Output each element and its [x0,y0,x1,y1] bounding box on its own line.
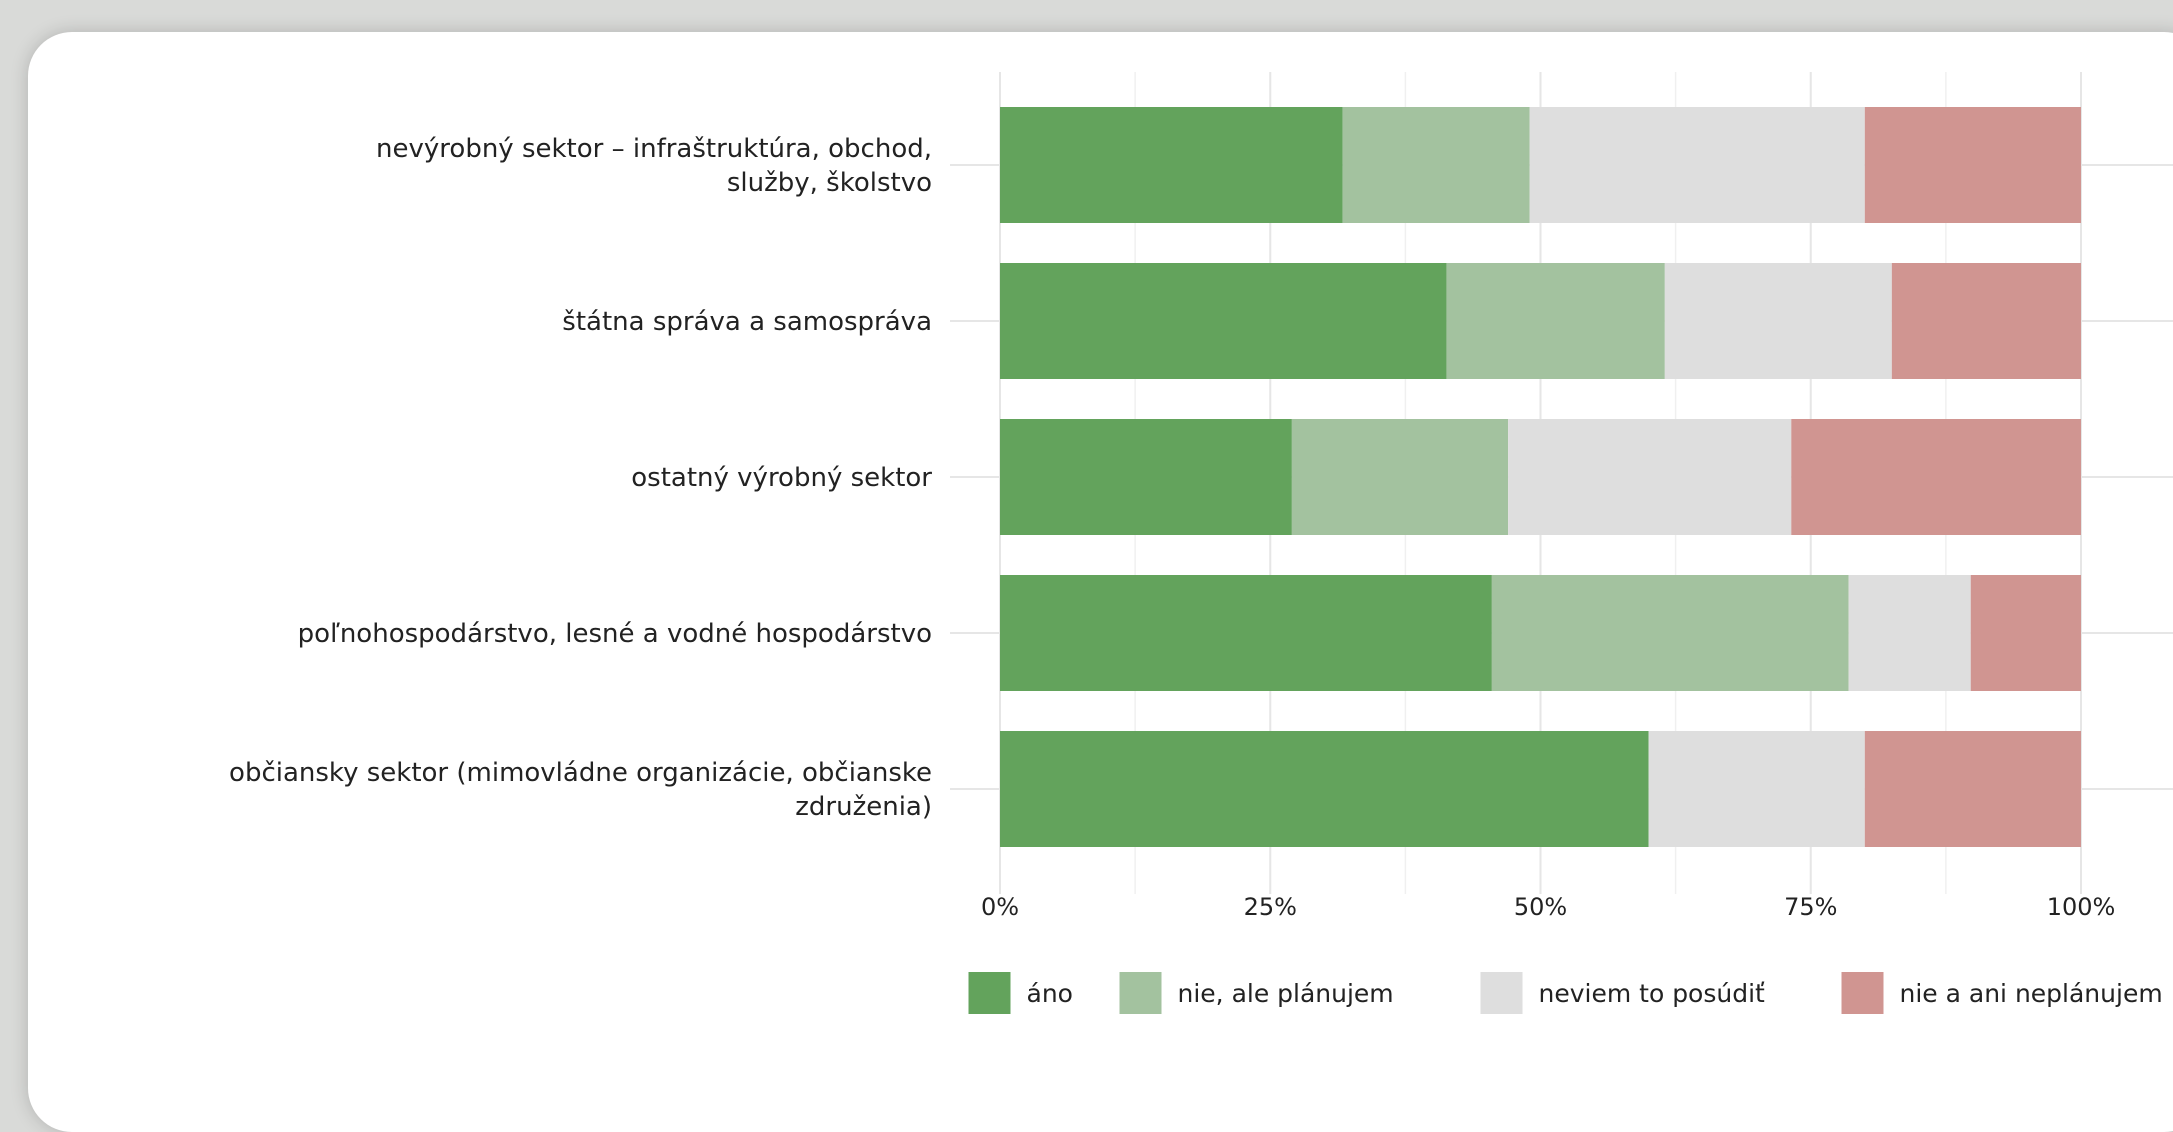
bar-segment [1000,263,1447,379]
bar-segment [1648,731,1865,847]
legend-swatch [1841,972,1884,1014]
category-label: občiansky sektor (mimovládne organizácie… [229,758,932,822]
category-label: nevýrobný sektor – infraštruktúra, obcho… [376,134,932,198]
legend-swatch [1119,972,1162,1014]
bar-segment [1864,107,2081,223]
x-tick-label: 0% [981,893,1019,921]
bar-segment [1491,575,1849,691]
x-axis-ticks: 0% 25% 50% 75% 100% [981,893,2115,921]
category-label-line: nevýrobný sektor – infraštruktúra, obcho… [376,134,932,164]
bar-segment [1664,263,1892,379]
legend-swatch [968,972,1011,1014]
x-tick-label: 100% [2047,893,2116,921]
bar-segment [1000,575,1492,691]
bar-segment [1791,419,2081,535]
category-label: štátna správa a samospráva [562,307,932,337]
chart-card: nevýrobný sektor – infraštruktúra, obcho… [28,32,2173,1132]
bar-segment [1970,575,2081,691]
bar-segment [1000,731,1649,847]
category-label-line: ostatný výrobný sektor [631,463,932,493]
legend-label: nie, ale plánujem [1178,979,1394,1008]
legend-swatch [1480,972,1523,1014]
category-label-line: občiansky sektor (mimovládne organizácie… [229,758,932,788]
category-labels: nevýrobný sektor – infraštruktúra, obcho… [229,134,932,822]
category-label-line: poľnohospodárstvo, lesné a vodné hospodá… [298,619,932,649]
category-label: poľnohospodárstvo, lesné a vodné hospodá… [298,619,932,649]
bar-segment [1891,263,2081,379]
legend: áno nie, ale plánujem neviem to posúdiť nie… [968,972,2163,1014]
category-label: ostatný výrobný sektor [631,463,932,493]
x-tick-label: 25% [1244,893,1297,921]
legend-label: áno [1027,979,1073,1008]
category-label-line: štátna správa a samospráva [562,307,932,337]
bar-segment [1291,419,1509,535]
bar-segment [1864,731,2081,847]
legend-label: neviem to posúdiť [1539,979,1766,1008]
bar-segment [1529,107,1865,223]
bar-segment [1848,575,1971,691]
bars [1000,107,2081,847]
bar-segment [1000,107,1343,223]
category-label-line: združenia) [795,792,932,822]
bar-segment [1000,419,1292,535]
x-tick-label: 75% [1784,893,1837,921]
bar-segment [1508,419,1792,535]
bar-segment [1446,263,1665,379]
category-label-line: služby, školstvo [727,168,932,198]
legend-label: nie a ani neplánujem [1900,979,2163,1008]
stacked-bar-chart: nevýrobný sektor – infraštruktúra, obcho… [229,72,2173,1014]
x-tick-label: 50% [1514,893,1567,921]
bar-segment [1342,107,1530,223]
